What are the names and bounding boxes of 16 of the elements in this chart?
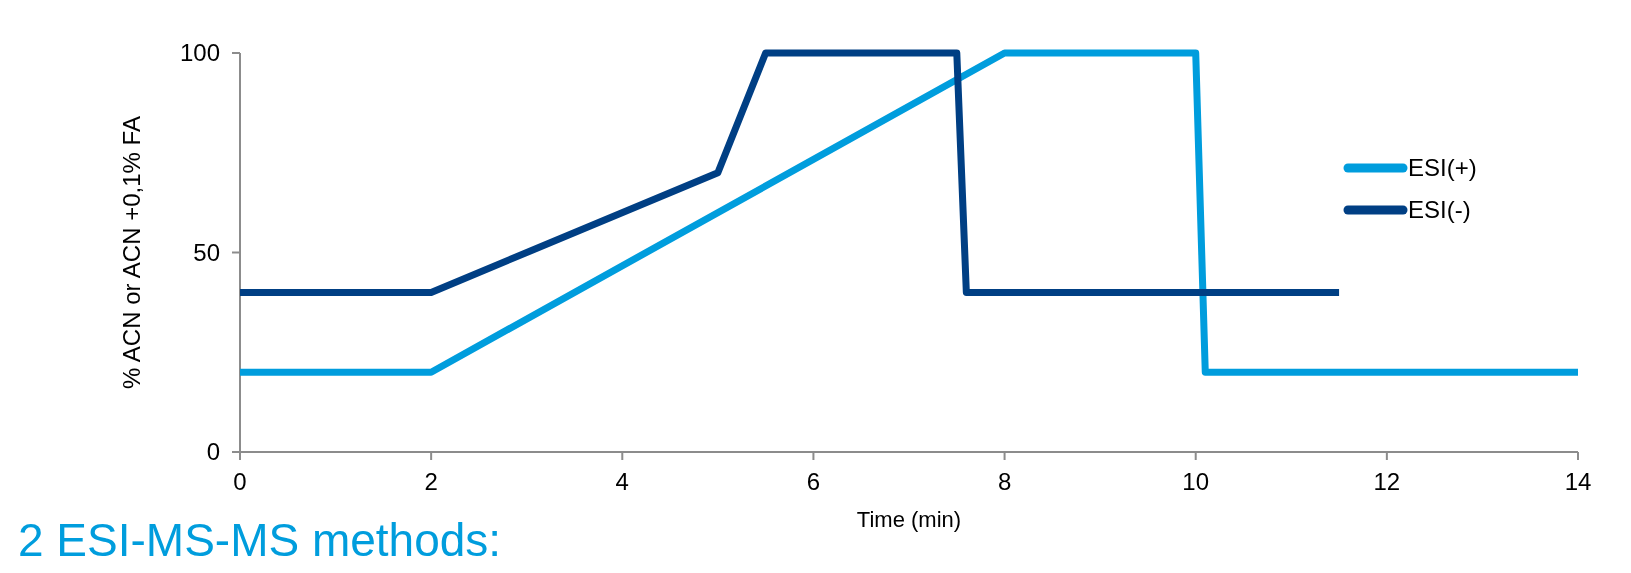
x-tick-label: 0: [233, 468, 247, 495]
x-axis-title: Time (min): [856, 507, 962, 532]
x-tick-label: 4: [615, 468, 629, 495]
y-tick-label: 100: [179, 39, 220, 67]
legend-label: ESI(+): [1408, 154, 1477, 182]
text: 2 ESI-MS-MS methods:: [18, 514, 502, 566]
x-tick-label: 8: [997, 468, 1012, 495]
y-tick-label: 50: [193, 238, 220, 266]
x-tick-label: 12: [1373, 468, 1401, 495]
x-tick-label: 10: [1182, 468, 1210, 495]
x-tick-label: 14: [1564, 468, 1592, 495]
y-axis-title: % ACN or ACN +0,1% FA: [118, 116, 145, 389]
x-tick-label: 2: [424, 468, 438, 495]
x-tick-label: 6: [806, 468, 821, 495]
y-tick-label: 0: [206, 438, 220, 466]
legend-label: ESI(-): [1408, 196, 1471, 224]
